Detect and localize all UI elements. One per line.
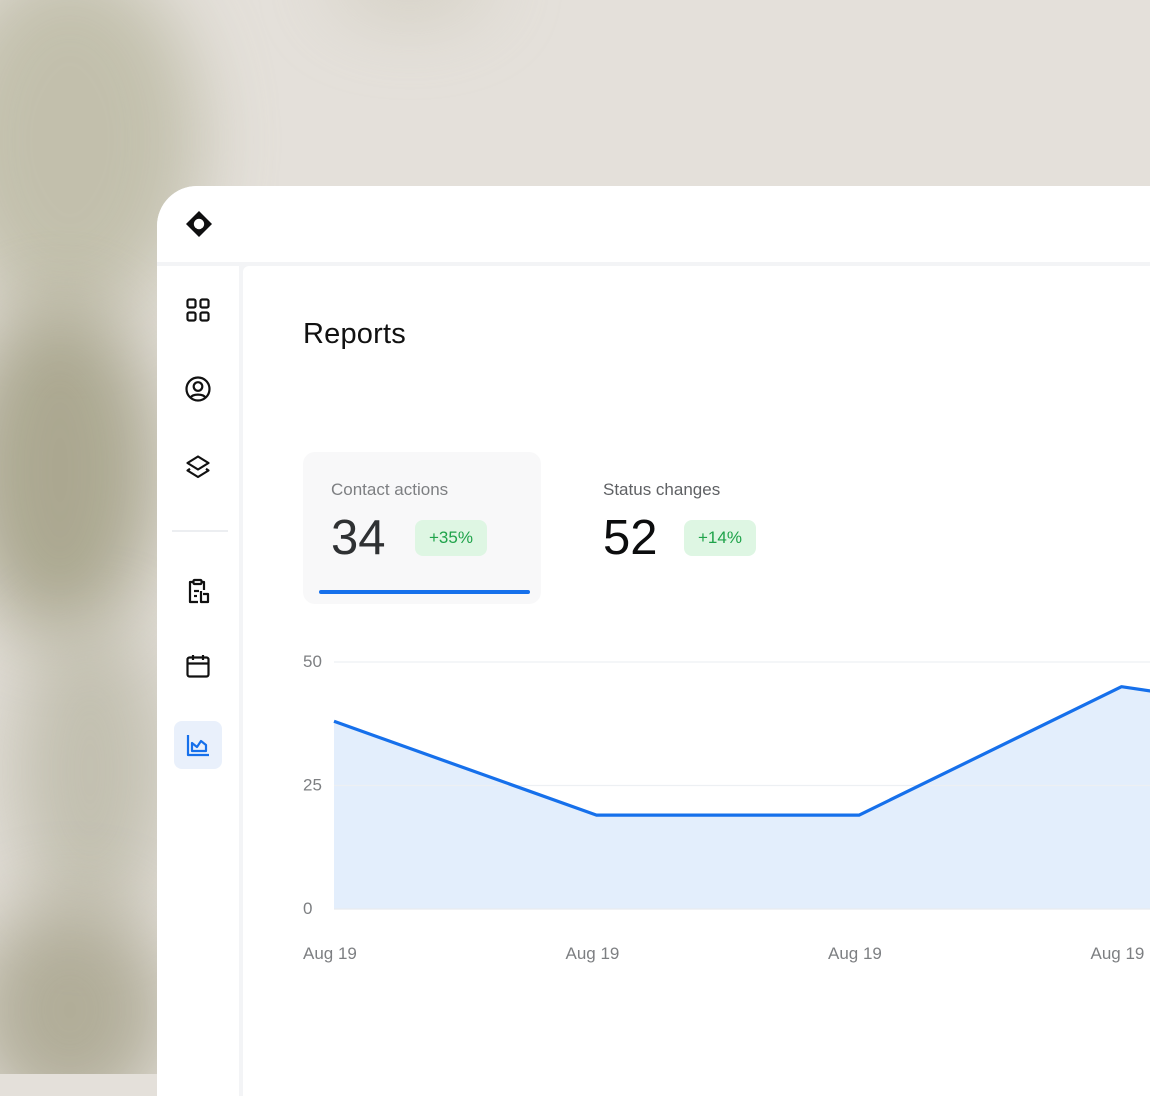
layers-icon: [184, 453, 212, 481]
y-tick-label: 50: [303, 652, 322, 671]
y-tick-label: 25: [303, 776, 322, 795]
area-chart: 50 25 0 Aug 19 Aug 19 Aug 19 Aug 19: [243, 266, 1150, 1076]
sidebar: [157, 266, 239, 1096]
main-content: Reports Contact actions 34 +35% Status c…: [243, 266, 1150, 1096]
top-bar: [157, 186, 1150, 262]
chart-area-fill: [334, 687, 1150, 909]
sidebar-item-calendar[interactable]: [174, 642, 222, 690]
clipboard-report-icon: [184, 577, 212, 605]
app-window: Reports Contact actions 34 +35% Status c…: [157, 186, 1150, 1096]
x-tick-label: Aug 19: [566, 944, 620, 963]
sidebar-item-reports-list[interactable]: [174, 567, 222, 615]
x-tick-label: Aug 19: [1091, 944, 1145, 963]
chart-area-icon: [184, 731, 212, 759]
y-tick-label: 0: [303, 899, 312, 918]
sidebar-item-layers[interactable]: [174, 443, 222, 491]
sidebar-item-analytics[interactable]: [174, 721, 222, 769]
logo-icon[interactable]: [185, 210, 213, 238]
x-tick-label: Aug 19: [828, 944, 882, 963]
sidebar-item-contacts[interactable]: [174, 365, 222, 413]
user-circle-icon: [184, 375, 212, 403]
x-tick-label: Aug 19: [303, 944, 357, 963]
sidebar-item-dashboard[interactable]: [174, 286, 222, 334]
sidebar-divider: [172, 530, 228, 532]
grid-icon: [184, 296, 212, 324]
calendar-icon: [184, 652, 212, 680]
